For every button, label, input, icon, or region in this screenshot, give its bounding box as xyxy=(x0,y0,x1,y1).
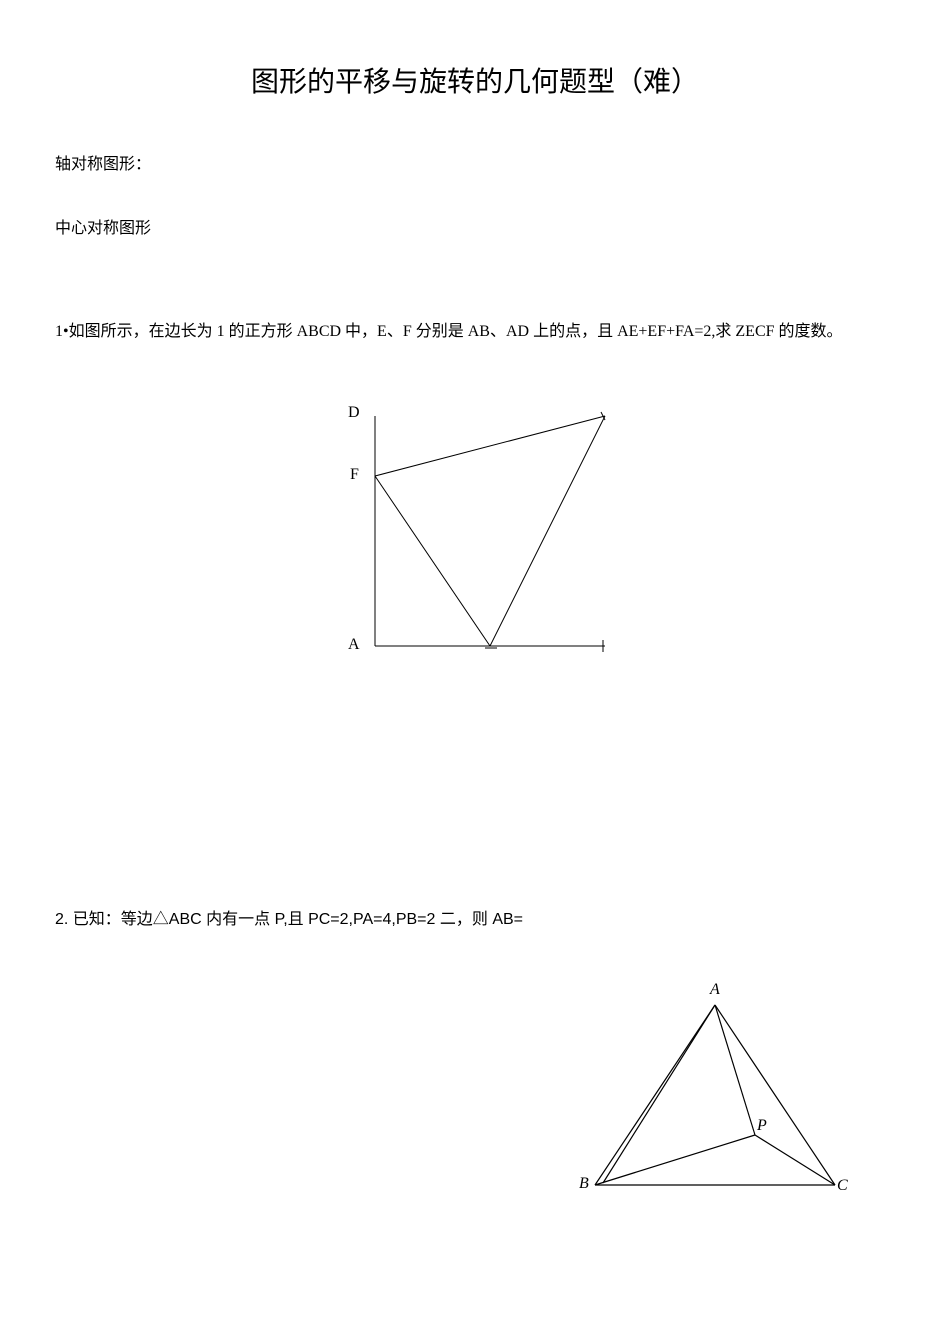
line-PA xyxy=(715,1005,755,1135)
label-A: A xyxy=(348,636,360,654)
line-AB-tri xyxy=(595,1005,715,1185)
section-central-symmetry: 中心对称图形 xyxy=(55,214,895,238)
line-EC xyxy=(490,416,605,646)
figure-1: D F A xyxy=(315,396,635,656)
figure-2-svg xyxy=(585,995,845,1195)
line-PB xyxy=(595,1135,755,1185)
figure-2-container: A B C P xyxy=(55,995,895,1195)
figure-2: A B C P xyxy=(585,995,845,1195)
line-PC xyxy=(755,1135,835,1185)
label-D: D xyxy=(348,404,360,422)
problem-1-text: 1•如图所示，在边长为 1 的正方形 ABCD 中，E、F 分别是 AB、AD … xyxy=(55,313,895,351)
line-AB2 xyxy=(603,1005,715,1183)
label-P-tri: P xyxy=(757,1117,767,1135)
figure-1-svg xyxy=(315,396,635,666)
section-axial-symmetry: 轴对称图形： xyxy=(55,150,895,174)
figure-1-container: D F A xyxy=(55,396,895,656)
label-B-tri: B xyxy=(579,1175,589,1193)
page-title: 图形的平移与旋转的几何题型（难） xyxy=(55,60,895,100)
line-FE xyxy=(375,476,490,646)
label-F: F xyxy=(350,466,359,484)
problem-2-text: 2. 已知：等边△ABC 内有一点 P,且 PC=2,PA=4,PB=2 二，则… xyxy=(55,906,895,935)
line-AC-tri xyxy=(715,1005,835,1185)
label-A-tri: A xyxy=(710,981,720,999)
label-C-tri: C xyxy=(837,1177,848,1195)
line-FC xyxy=(375,416,605,476)
